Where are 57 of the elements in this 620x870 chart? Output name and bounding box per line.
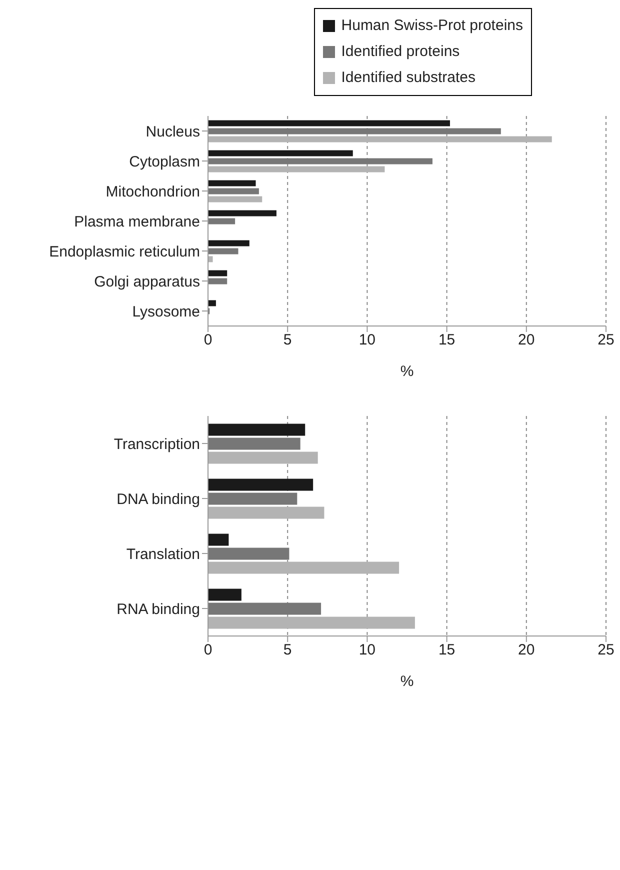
bar <box>208 452 318 464</box>
x-tick-label: 15 <box>438 642 456 659</box>
x-tick-label: 10 <box>358 332 376 349</box>
y-tick-label: Mitochondrion <box>106 183 200 200</box>
bar <box>208 562 400 574</box>
bar <box>208 300 216 306</box>
y-tick-label: DNA binding <box>116 490 200 508</box>
y-tick-label: Lysosome <box>132 303 200 320</box>
x-tick-label: 5 <box>283 332 292 349</box>
x-tick-label: 25 <box>598 642 614 659</box>
x-tick-label: 25 <box>598 332 614 349</box>
bar <box>208 492 298 505</box>
bar <box>208 218 236 224</box>
x-tick-label: 15 <box>438 332 456 349</box>
x-tick-label: 10 <box>358 642 376 659</box>
y-tick-label: Transcription <box>114 436 200 453</box>
legend-label: Human Swiss-Prot proteins <box>341 16 523 36</box>
x-tick-label: 0 <box>204 642 212 659</box>
bar <box>208 136 552 142</box>
bar <box>208 210 276 216</box>
bar <box>208 424 306 436</box>
bar <box>208 602 322 615</box>
y-tick-label: Golgi apparatus <box>94 273 200 290</box>
bar <box>208 616 415 629</box>
bar <box>208 248 238 254</box>
x-axis-title: % <box>400 673 414 690</box>
y-tick-label: RNA binding <box>116 600 200 618</box>
legend-label: Identified proteins <box>341 42 460 62</box>
bar <box>208 240 250 246</box>
bar <box>208 438 300 450</box>
bar <box>208 120 450 126</box>
x-axis-title: % <box>400 363 414 380</box>
x-tick-label: 20 <box>518 642 535 659</box>
bar <box>208 158 432 164</box>
bar <box>208 588 242 601</box>
y-tick-label: Translation <box>126 546 200 563</box>
bar <box>208 150 353 156</box>
x-tick-label: 5 <box>283 642 292 659</box>
bar <box>208 270 228 276</box>
x-tick-label: 0 <box>204 332 212 349</box>
bar <box>208 180 256 186</box>
bar <box>208 166 385 172</box>
bar <box>208 548 290 560</box>
bar <box>208 278 228 284</box>
bar <box>208 128 501 134</box>
legend-label: Identified substrates <box>341 68 476 88</box>
x-tick-label: 20 <box>518 332 535 349</box>
y-tick-label: Plasma membrane <box>74 213 200 230</box>
bar <box>208 196 262 202</box>
y-tick-label: Endoplasmic reticulum <box>49 243 200 260</box>
bar <box>208 534 229 546</box>
bar <box>208 188 259 194</box>
bar <box>208 506 324 519</box>
y-tick-label: Nucleus <box>146 123 200 140</box>
y-tick-label: Cytoplasm <box>129 153 200 170</box>
bar <box>208 478 314 491</box>
bar <box>208 256 213 262</box>
